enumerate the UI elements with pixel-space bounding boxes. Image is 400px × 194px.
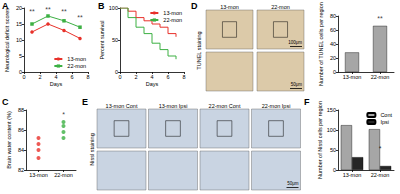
svg-text:13-mon: 13-mon <box>220 4 239 10</box>
svg-text:0: 0 <box>22 74 25 80</box>
svg-text:13-mon: 13-mon <box>67 56 86 62</box>
svg-text:B: B <box>98 1 105 11</box>
svg-text:22-mon: 22-mon <box>54 172 73 178</box>
svg-text:40: 40 <box>330 41 336 47</box>
svg-text:D: D <box>191 1 198 11</box>
svg-text:Nissl staining: Nissl staining <box>89 133 95 165</box>
svg-text:84: 84 <box>18 147 24 153</box>
svg-text:0: 0 <box>333 167 336 173</box>
svg-text:**: ** <box>29 8 35 15</box>
svg-text:82: 82 <box>18 167 24 173</box>
svg-text:TUNEL staining: TUNEL staining <box>196 31 202 69</box>
svg-text:50: 50 <box>330 147 336 153</box>
svg-text:C: C <box>2 97 9 107</box>
svg-text:100μm: 100μm <box>288 40 302 45</box>
svg-text:**: ** <box>61 8 67 15</box>
svg-text:50μm: 50μm <box>287 181 299 186</box>
svg-text:10: 10 <box>16 37 22 43</box>
svg-text:4: 4 <box>150 74 153 80</box>
svg-text:**: ** <box>77 14 83 21</box>
svg-text:20: 20 <box>16 5 22 11</box>
svg-text:22-mon: 22-mon <box>163 17 182 23</box>
svg-text:15: 15 <box>16 21 22 27</box>
svg-text:6: 6 <box>70 74 73 80</box>
svg-text:5: 5 <box>19 53 22 59</box>
svg-text:**: ** <box>377 15 383 22</box>
svg-text:Ipsi: Ipsi <box>380 119 389 125</box>
svg-text:13-mon: 13-mon <box>343 172 362 178</box>
svg-text:0: 0 <box>18 69 22 75</box>
svg-text:20: 20 <box>330 55 336 61</box>
svg-text:13-mon Cont: 13-mon Cont <box>106 103 138 109</box>
svg-text:13-mon: 13-mon <box>29 172 48 178</box>
svg-text:100: 100 <box>109 5 118 11</box>
svg-text:50: 50 <box>112 37 118 43</box>
svg-text:88: 88 <box>18 107 24 113</box>
svg-text:8: 8 <box>182 74 185 80</box>
svg-text:4: 4 <box>54 74 57 80</box>
svg-text:22-mon: 22-mon <box>371 172 390 178</box>
svg-text:50μm: 50μm <box>291 82 303 87</box>
svg-text:*: * <box>62 111 65 118</box>
svg-text:22-mon: 22-mon <box>371 74 390 80</box>
svg-text:F: F <box>304 97 310 107</box>
svg-text:Days: Days <box>146 81 159 87</box>
svg-text:13-mon Ipsi: 13-mon Ipsi <box>159 103 188 109</box>
svg-text:22-mon: 22-mon <box>271 4 290 10</box>
svg-text:60: 60 <box>330 27 336 33</box>
svg-text:13-mon: 13-mon <box>163 10 182 16</box>
svg-text:0: 0 <box>118 74 121 80</box>
svg-text:Cont: Cont <box>380 112 392 118</box>
svg-text:Brain water content (%): Brain water content (%) <box>6 111 12 169</box>
svg-text:80: 80 <box>330 13 336 19</box>
svg-text:8: 8 <box>86 74 89 80</box>
svg-text:*: * <box>379 145 382 152</box>
svg-text:E: E <box>82 97 88 107</box>
svg-text:Percent survival: Percent survival <box>99 20 105 59</box>
svg-text:150: 150 <box>327 107 336 113</box>
svg-text:100: 100 <box>327 127 336 133</box>
svg-text:Number of Nissl cells per regi: Number of Nissl cells per region <box>317 101 323 179</box>
svg-text:A: A <box>2 0 9 11</box>
svg-text:Neurological deficit scores: Neurological deficit scores <box>4 8 10 72</box>
svg-text:13-mon: 13-mon <box>343 74 362 80</box>
svg-text:86: 86 <box>18 127 24 133</box>
svg-text:Number of TUNEL cells per regi: Number of TUNEL cells per region <box>318 2 324 86</box>
svg-text:**: ** <box>45 6 51 13</box>
svg-text:6: 6 <box>166 74 169 80</box>
svg-text:0: 0 <box>114 69 118 75</box>
svg-text:0: 0 <box>333 69 336 75</box>
svg-text:22-mon Cont: 22-mon Cont <box>209 103 241 109</box>
svg-text:22-mon: 22-mon <box>67 63 86 69</box>
svg-text:Days: Days <box>50 81 63 87</box>
svg-text:2: 2 <box>38 74 41 80</box>
svg-text:22-mon Ipsi: 22-mon Ipsi <box>262 103 291 109</box>
svg-text:2: 2 <box>134 74 137 80</box>
